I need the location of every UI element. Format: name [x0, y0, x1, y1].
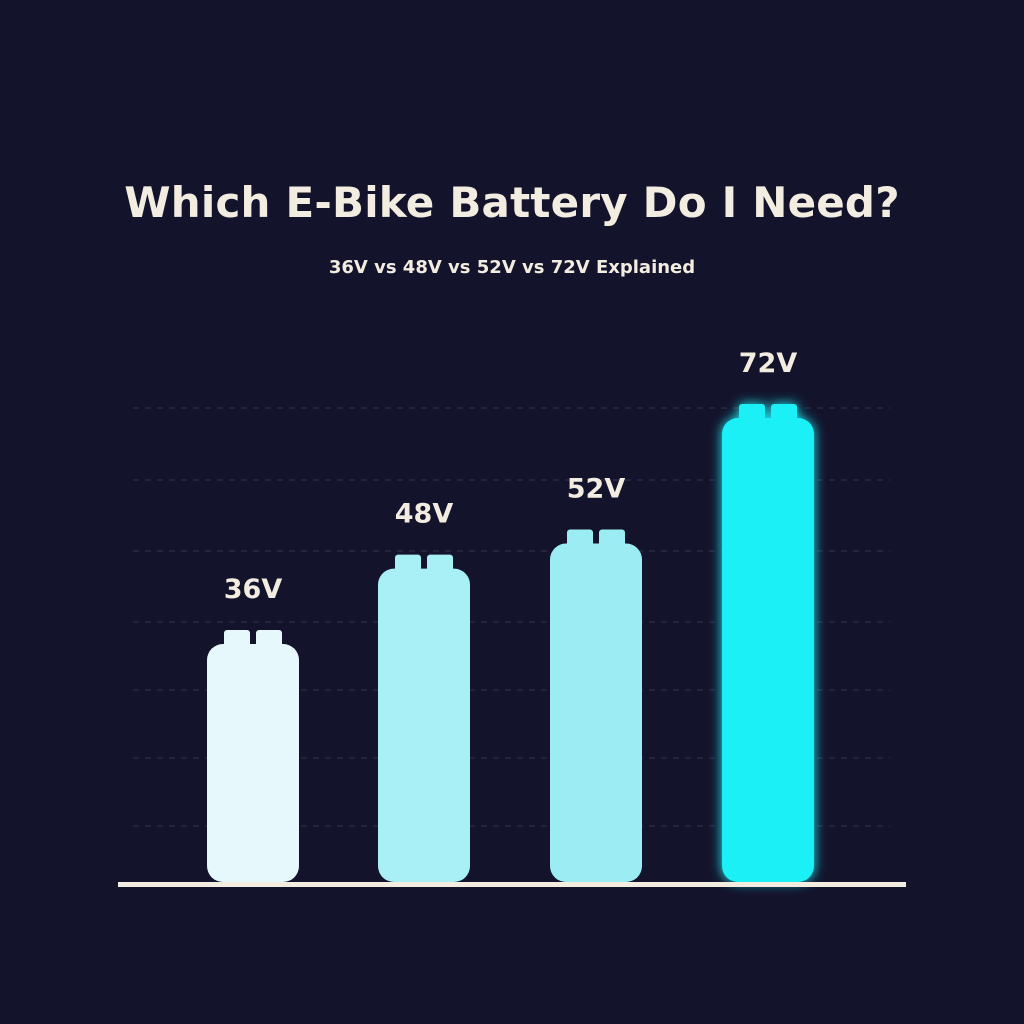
battery-body [722, 418, 814, 882]
battery-bar-36v [207, 630, 299, 882]
data-label: 72V [739, 348, 798, 379]
data-label: 52V [567, 474, 626, 505]
battery-body [207, 644, 299, 882]
battery-body [378, 568, 470, 882]
baseline [118, 882, 906, 887]
page-title: Which E-Bike Battery Do I Need? [124, 178, 900, 227]
data-label: 36V [224, 574, 283, 605]
battery-bar-72v [722, 404, 814, 882]
battery-bar-48v [378, 554, 470, 882]
battery-bar-52v [550, 529, 642, 882]
data-label: 48V [395, 499, 454, 530]
page-subtitle: 36V vs 48V vs 52V vs 72V Explained [328, 257, 696, 278]
battery-body [550, 543, 642, 882]
